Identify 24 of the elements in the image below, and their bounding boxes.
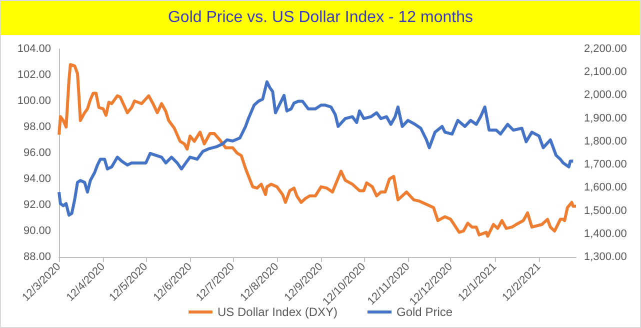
y2-tick-label: 1,400.00 xyxy=(584,228,627,240)
legend-label: US Dollar Index (DXY) xyxy=(217,305,338,319)
y2-tick-label: 1,800.00 xyxy=(584,135,627,148)
line-series xyxy=(58,63,578,238)
y-tick-label: 102.00 xyxy=(17,69,51,81)
y2-tick-label: 2,100.00 xyxy=(584,66,627,78)
y-tick-label: 92.00 xyxy=(23,199,51,211)
y2-tick-label: 1,500.00 xyxy=(584,204,627,217)
y2-tick-label: 1,900.00 xyxy=(584,112,627,124)
y2-tick-label: 1,600.00 xyxy=(584,182,627,194)
y-tick-label: 90.00 xyxy=(23,225,51,237)
chart-title: Gold Price vs. US Dollar Index - 12 months xyxy=(1,1,640,35)
y-tick-label: 94.00 xyxy=(23,173,51,185)
y-tick-label: 98.00 xyxy=(23,121,51,133)
y2-tick-label: 1,700.00 xyxy=(584,158,627,171)
legend-label: Gold Price xyxy=(396,305,453,319)
y2-tick-label: 2,000.00 xyxy=(584,89,627,102)
y2-tick-label: 1,300.00 xyxy=(584,251,627,263)
y-tick-label: 96.00 xyxy=(23,147,51,159)
y-tick-label: 88.00 xyxy=(23,251,51,263)
y-tick-label: 104.00 xyxy=(17,43,51,55)
y-tick-label: 100.00 xyxy=(17,95,51,107)
y2-tick-label: 2,200.00 xyxy=(584,43,627,55)
line-series xyxy=(58,80,575,217)
